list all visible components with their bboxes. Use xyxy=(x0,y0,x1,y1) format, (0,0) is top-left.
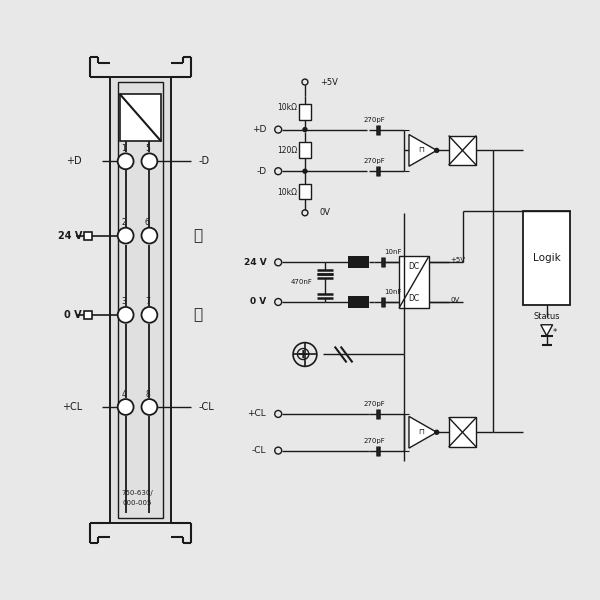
Bar xyxy=(110,77,171,523)
Text: 270pF: 270pF xyxy=(364,116,385,122)
Text: 8: 8 xyxy=(145,389,150,398)
Text: 10nF: 10nF xyxy=(384,250,402,256)
Text: +5V: +5V xyxy=(451,257,466,263)
Text: 6: 6 xyxy=(145,218,150,227)
Bar xyxy=(299,142,311,158)
Bar xyxy=(523,211,571,305)
Text: -D: -D xyxy=(256,167,266,176)
Bar xyxy=(399,256,429,308)
Polygon shape xyxy=(409,416,437,448)
Circle shape xyxy=(118,154,134,169)
Text: -D: -D xyxy=(199,156,210,166)
Bar xyxy=(110,77,171,523)
Text: +D: +D xyxy=(252,125,266,134)
Polygon shape xyxy=(541,325,553,335)
Circle shape xyxy=(303,128,307,131)
Bar xyxy=(299,184,311,199)
Text: 7: 7 xyxy=(145,298,150,307)
Text: 10kΩ: 10kΩ xyxy=(277,188,297,197)
Text: +D: +D xyxy=(67,156,82,166)
Circle shape xyxy=(435,430,439,434)
Text: Status: Status xyxy=(533,313,560,322)
Text: 0 V: 0 V xyxy=(64,310,82,320)
Text: -CL: -CL xyxy=(199,402,215,412)
Text: 〈: 〈 xyxy=(193,307,202,322)
Bar xyxy=(118,82,163,518)
Text: +CL: +CL xyxy=(248,409,266,418)
Text: 10kΩ: 10kΩ xyxy=(277,103,297,112)
Bar xyxy=(347,256,370,268)
Bar xyxy=(84,232,92,239)
Circle shape xyxy=(142,399,157,415)
Circle shape xyxy=(142,307,157,323)
Polygon shape xyxy=(409,134,437,166)
Text: 000-005: 000-005 xyxy=(123,500,152,506)
Text: 0 V: 0 V xyxy=(250,298,266,307)
Circle shape xyxy=(118,227,134,244)
Text: -CL: -CL xyxy=(252,446,266,455)
Text: 24 V: 24 V xyxy=(58,230,82,241)
Text: 270pF: 270pF xyxy=(364,401,385,407)
Circle shape xyxy=(303,169,307,173)
Text: 2: 2 xyxy=(121,218,126,227)
Text: ⊕: ⊕ xyxy=(294,345,310,364)
Text: 120Ω: 120Ω xyxy=(277,146,297,155)
Text: 〈: 〈 xyxy=(193,228,202,243)
Text: DC: DC xyxy=(409,293,419,302)
Text: 470nF: 470nF xyxy=(291,279,313,285)
Bar xyxy=(449,136,476,165)
Bar xyxy=(119,94,161,142)
Text: 3: 3 xyxy=(121,298,126,307)
Circle shape xyxy=(118,307,134,323)
Circle shape xyxy=(142,227,157,244)
Text: 24 V: 24 V xyxy=(244,258,266,267)
Text: 0V: 0V xyxy=(451,297,460,303)
Text: +CL: +CL xyxy=(62,402,82,412)
Text: DC: DC xyxy=(409,262,419,271)
Text: ⊓: ⊓ xyxy=(418,427,424,436)
Text: 10nF: 10nF xyxy=(384,289,402,295)
Text: +5V: +5V xyxy=(320,77,338,86)
Bar xyxy=(84,311,92,319)
Text: 270pF: 270pF xyxy=(364,437,385,443)
Bar xyxy=(449,418,476,447)
Circle shape xyxy=(142,154,157,169)
Text: ⊓: ⊓ xyxy=(418,145,424,154)
Text: 5: 5 xyxy=(145,144,150,153)
Text: 270pF: 270pF xyxy=(364,158,385,164)
Text: 1: 1 xyxy=(121,144,126,153)
Bar xyxy=(347,296,370,308)
Text: Logik: Logik xyxy=(533,253,560,263)
Bar xyxy=(299,104,311,119)
Text: 750-630/: 750-630/ xyxy=(122,490,154,496)
Text: *: * xyxy=(553,328,557,337)
Circle shape xyxy=(118,399,134,415)
Circle shape xyxy=(435,148,439,152)
Text: 0V: 0V xyxy=(320,208,331,217)
Text: 4: 4 xyxy=(121,389,126,398)
